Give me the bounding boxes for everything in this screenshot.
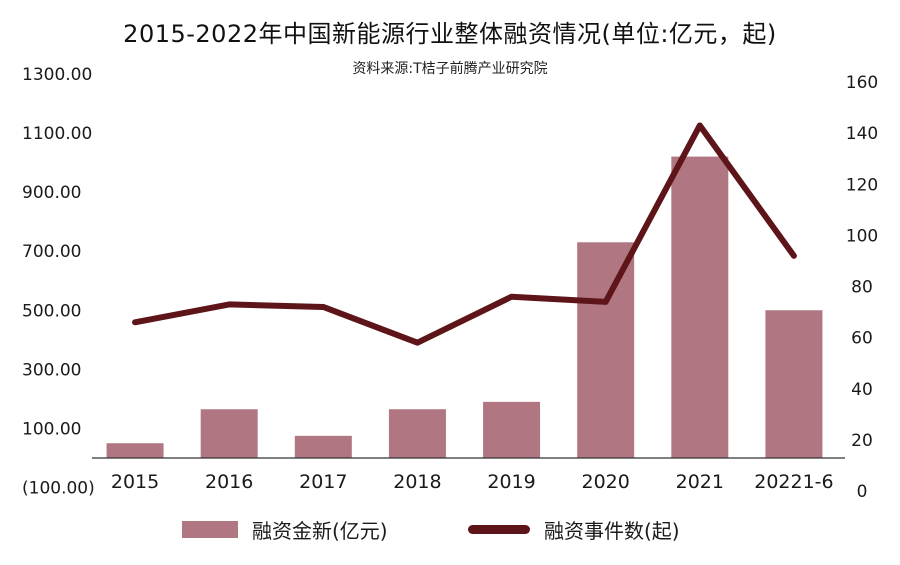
legend-swatch-line [468,524,530,534]
y-right-tick-label: 20 [851,431,873,451]
series-line-events [132,122,797,346]
y-left-tick-label: 300.00 [22,360,81,380]
bar-2018 [388,409,446,458]
y-left-tick-label: 1100.00 [22,124,92,144]
y-right-tick-label: 100 [846,226,878,246]
bar-2015 [106,443,164,458]
y-left-tick-label: 700.00 [22,242,81,262]
x-tick-label-2020: 2020 [582,471,630,493]
bar-2019 [483,401,541,458]
chart-legend: 融资金新(亿元) 融资事件数(起) [0,514,900,544]
y-right-tick-label: 60 [851,329,873,349]
y-left-tick-label: 100.00 [22,419,81,439]
y-left-tick-label: 1300.00 [22,65,92,85]
legend-swatch-bar [182,520,238,538]
bar-20221-6 [765,310,823,458]
y-left-tick-label: 900.00 [22,183,81,203]
bar-2016 [200,409,258,458]
x-tick-label-20221-6: 20221-6 [754,471,833,493]
y-right-tick-label: 80 [851,278,873,298]
chart-title: 2015-2022年中国新能源行业整体融资情况(单位:亿元，起) [123,20,777,48]
x-tick-label-2018: 2018 [393,471,441,493]
y-right-tick-label: 140 [846,124,878,144]
x-tick-label-2015: 2015 [111,471,159,493]
y-right-tick-label: 120 [846,175,878,195]
y-right-tick-label: 160 [846,73,878,93]
legend-label-line: 融资事件数(起) [544,518,680,543]
y-left-tick-label: (100.00) [22,479,95,499]
legend-item-bar: 融资金新(亿元) [182,514,388,544]
x-tick-label-2017: 2017 [299,471,347,493]
bar-2020 [577,242,635,458]
chart-subtitle: 资料来源:T桔子前腾产业研究院 [352,61,548,77]
bar-2021 [671,156,729,458]
y-right-tick-label: 0 [857,482,868,502]
bar-2017 [294,435,352,458]
legend-item-line: 融资事件数(起) [468,514,680,544]
legend-label-bar: 融资金新(亿元) [252,518,388,543]
x-tick-label-2021: 2021 [676,471,724,493]
y-right-tick-label: 40 [851,380,873,400]
x-tick-label-2016: 2016 [205,471,253,493]
y-left-tick-label: 500.00 [22,301,81,321]
x-tick-label-2019: 2019 [487,471,535,493]
